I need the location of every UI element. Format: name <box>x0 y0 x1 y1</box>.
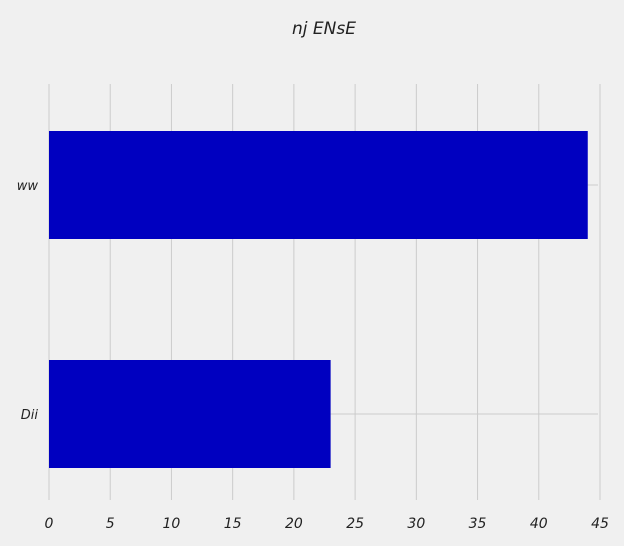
x-tick-label: 10 <box>163 516 181 532</box>
x-tick-label: 40 <box>530 516 548 532</box>
y-category-label: ww <box>17 179 39 194</box>
x-tick-label: 20 <box>285 516 303 532</box>
bars <box>49 131 588 468</box>
bar-dii <box>49 360 331 468</box>
chart-title: nj ENsE <box>292 19 356 39</box>
x-tick-label: 25 <box>346 516 364 532</box>
bar-ww <box>49 131 588 239</box>
y-category-label: Dii <box>21 408 39 423</box>
x-tick-label: 35 <box>469 516 487 532</box>
x-tick-label: 5 <box>106 516 115 532</box>
x-tick-label: 45 <box>591 516 609 532</box>
x-axis-ticks: 0 5 10 15 20 25 30 35 40 45 <box>45 516 609 532</box>
x-tick-label: 30 <box>407 516 425 532</box>
x-tick-label: 15 <box>224 516 242 532</box>
x-tick-label: 0 <box>45 516 54 532</box>
y-axis-categories: Dii ww <box>17 179 39 423</box>
